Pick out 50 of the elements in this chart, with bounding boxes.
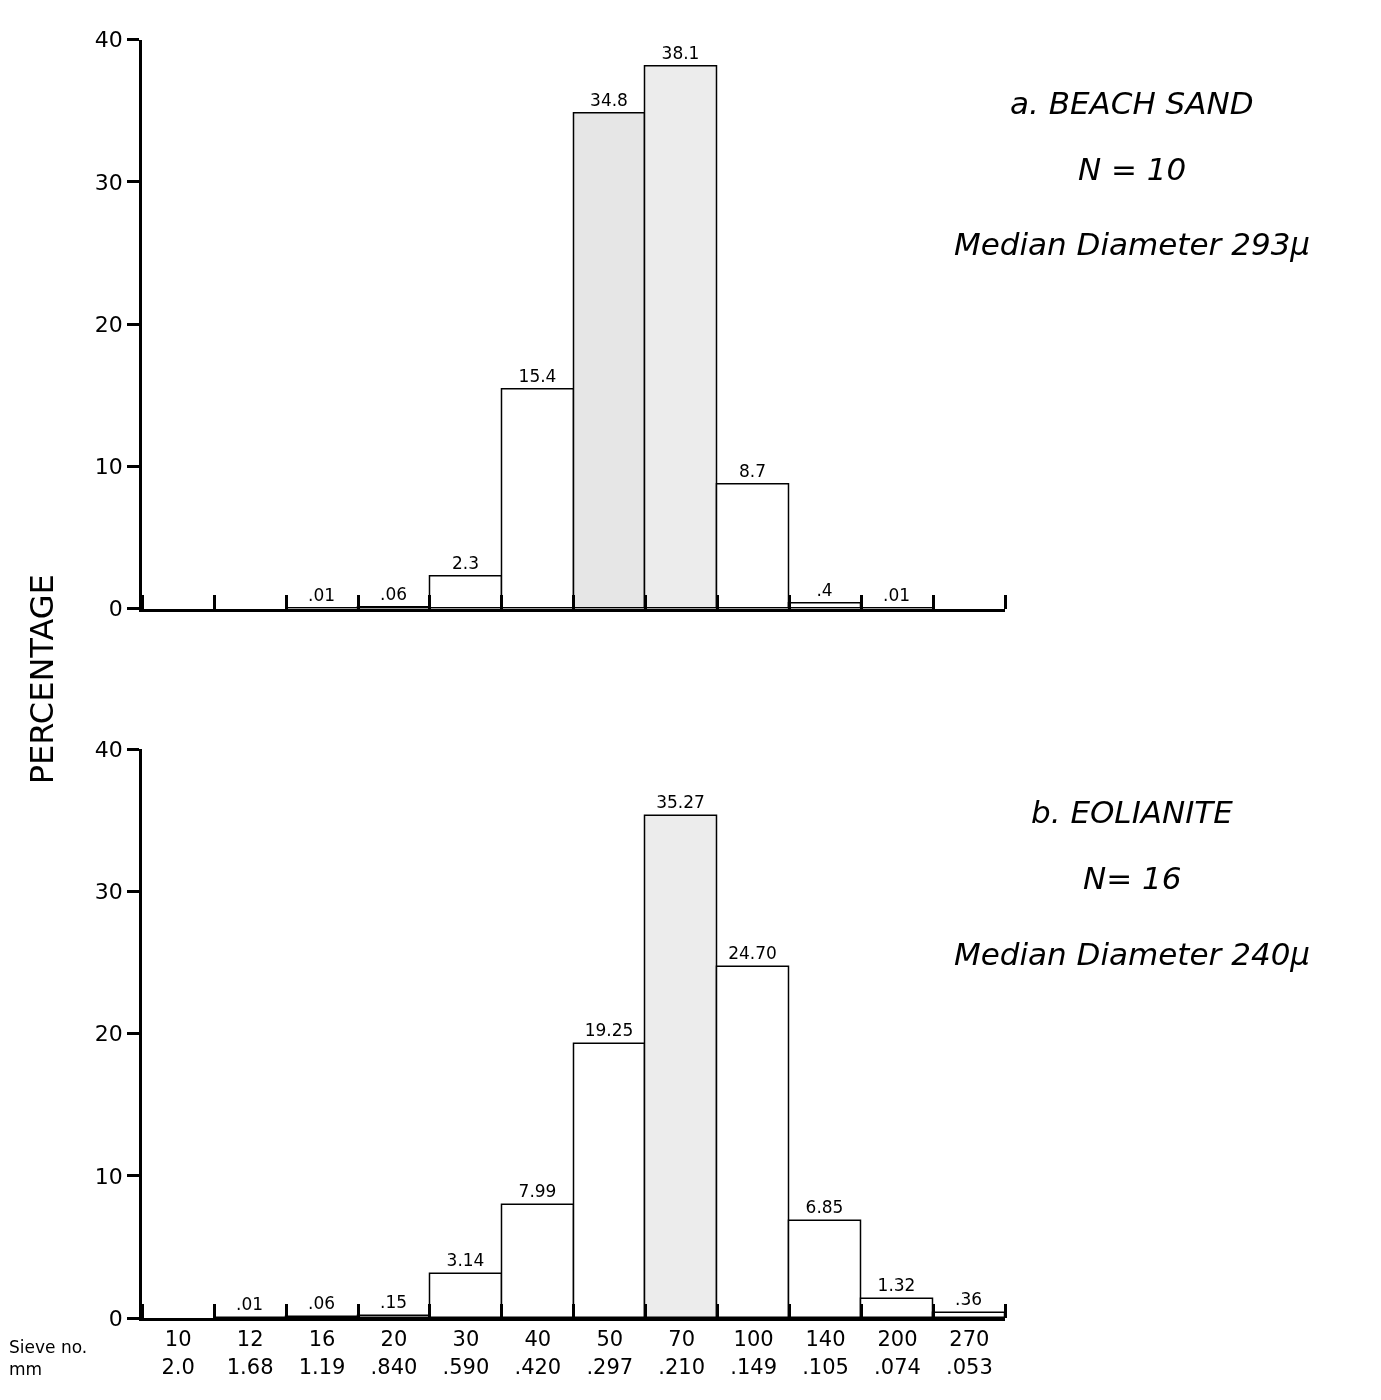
y-axis-title: PERCENTAGE xyxy=(22,574,61,785)
y-tick-label: 10 xyxy=(94,1163,123,1189)
y-tick-label: 0 xyxy=(108,1305,123,1331)
y-tick-label: 10 xyxy=(94,454,123,480)
y-tick-label: 30 xyxy=(94,879,123,905)
data-label: 19.25 xyxy=(584,1020,634,1041)
data-label: .06 xyxy=(379,583,408,604)
text: b. EOLIANITE xyxy=(1031,794,1234,830)
x-tick-label: 140 .105 xyxy=(802,1327,849,1379)
annotation: Median Diameter 293μ xyxy=(954,226,1311,262)
y-tick-label: 20 xyxy=(94,311,123,337)
x-tick-label: 10 2.0 xyxy=(161,1327,195,1379)
data-label: .01 xyxy=(882,584,911,605)
data-label: .01 xyxy=(235,1294,264,1315)
x-tick-label: 12 1.68 xyxy=(226,1327,274,1379)
x-tick-label: 70 .210 xyxy=(658,1327,706,1379)
data-label: .15 xyxy=(379,1292,408,1313)
x-axis-title: Sieve no. mm xyxy=(9,1337,88,1380)
data-label: 34.8 xyxy=(590,89,628,110)
y-tick-label: 30 xyxy=(94,169,123,195)
data-label: .06 xyxy=(307,1293,336,1314)
x-tick-label: 200 .074 xyxy=(874,1327,921,1379)
data-label: 15.4 xyxy=(518,365,557,386)
data-label: 7.99 xyxy=(518,1181,557,1202)
annotation: Median Diameter 240μ xyxy=(954,936,1311,972)
x-tick-label: 30 .590 xyxy=(442,1327,490,1379)
y-tick-label: 20 xyxy=(94,1021,123,1047)
data-label: .36 xyxy=(954,1289,983,1310)
data-label: 1.32 xyxy=(877,1275,916,1296)
x-tick-label: 50 .297 xyxy=(586,1327,634,1379)
x-tick-label: 40 .420 xyxy=(514,1327,562,1379)
y-tick-label: 0 xyxy=(108,596,123,622)
data-label: 38.1 xyxy=(661,42,700,63)
y-tick-label: 40 xyxy=(94,27,123,53)
text: N= 16 xyxy=(1083,860,1182,896)
data-label: 3.14 xyxy=(446,1250,485,1271)
x-tick-label: 100 .149 xyxy=(730,1327,778,1379)
data-label: .01 xyxy=(307,584,336,605)
x-tick-label: 16 1.19 xyxy=(298,1327,346,1379)
data-label: 24.70 xyxy=(728,943,777,964)
data-label: 8.7 xyxy=(738,460,767,481)
data-label: 35.27 xyxy=(656,792,705,813)
text: a. BEACH SAND xyxy=(1010,85,1254,121)
x-tick-label: 270 .053 xyxy=(946,1327,993,1379)
data-label: .4 xyxy=(816,579,833,600)
data-label: 2.3 xyxy=(451,552,480,573)
x-tick-label: 20 .840 xyxy=(370,1327,418,1379)
text: N = 10 xyxy=(1078,151,1187,187)
y-tick-label: 40 xyxy=(94,736,123,762)
data-label: 6.85 xyxy=(805,1197,844,1218)
